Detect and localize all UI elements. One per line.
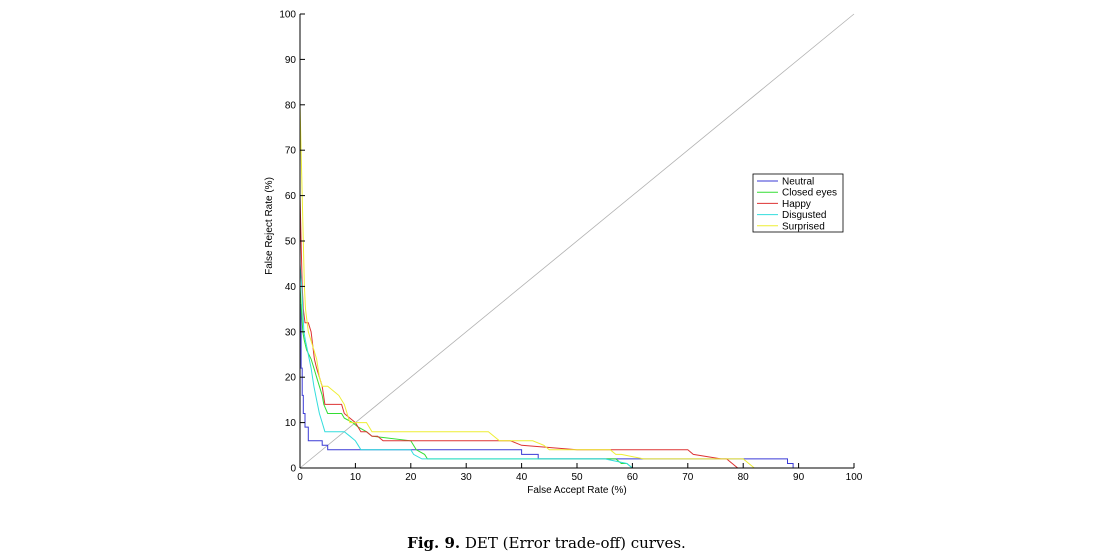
- x-tick-label: 0: [297, 472, 303, 483]
- y-tick-label: 40: [285, 282, 297, 293]
- legend-label: Surprised: [782, 221, 825, 232]
- legend-label: Neutral: [782, 177, 814, 188]
- legend-label: Disgusted: [782, 210, 826, 221]
- y-tick-label: 50: [285, 237, 297, 248]
- y-axis-label: False Reject Rate (%): [264, 177, 275, 275]
- y-axis-ticks: 0 10 20 30 40 50 60 70 80 90 100: [279, 10, 305, 475]
- y-tick-label: 90: [285, 55, 297, 66]
- x-tick-label: 70: [682, 472, 694, 483]
- x-tick-label: 60: [627, 472, 639, 483]
- x-tick-label: 100: [846, 472, 863, 483]
- caption-text: DET (Error trade-off) curves.: [460, 534, 686, 552]
- y-tick-label: 10: [285, 418, 297, 429]
- y-tick-label: 0: [290, 464, 296, 475]
- figure-caption: Fig. 9. DET (Error trade-off) curves.: [0, 534, 1093, 552]
- y-tick-label: 100: [279, 10, 296, 21]
- reference-diagonal: [299, 13, 855, 469]
- det-chart: 0 10 20 30 40 50 60 70 80 90 100 0 10 20 30 40 50 60 70 80…: [264, 10, 863, 497]
- series-line-surprised: [299, 14, 854, 469]
- x-tick-label: 10: [350, 472, 362, 483]
- legend-label: Closed eyes: [782, 188, 837, 199]
- x-tick-label: 40: [516, 472, 528, 483]
- series-lines: [299, 14, 854, 469]
- x-tick-label: 20: [405, 472, 417, 483]
- x-axis-ticks: 0 10 20 30 40 50 60 70 80 90 100: [297, 463, 863, 483]
- series-line-neutral: [299, 218, 854, 469]
- reference-line: [299, 13, 855, 469]
- y-tick-label: 20: [285, 373, 297, 384]
- x-tick-label: 80: [738, 472, 750, 483]
- x-tick-label: 50: [571, 472, 583, 483]
- caption-label: Fig. 9.: [407, 534, 461, 552]
- series-line-happy: [299, 132, 854, 469]
- x-axis-label: False Accept Rate (%): [527, 485, 626, 496]
- y-tick-label: 80: [285, 100, 297, 111]
- y-tick-label: 60: [285, 191, 297, 202]
- y-tick-label: 30: [285, 327, 297, 338]
- series-line-disgusted: [299, 209, 854, 469]
- legend-label: Happy: [782, 199, 811, 210]
- x-tick-label: 90: [793, 472, 805, 483]
- y-tick-label: 70: [285, 146, 297, 157]
- x-tick-label: 30: [461, 472, 473, 483]
